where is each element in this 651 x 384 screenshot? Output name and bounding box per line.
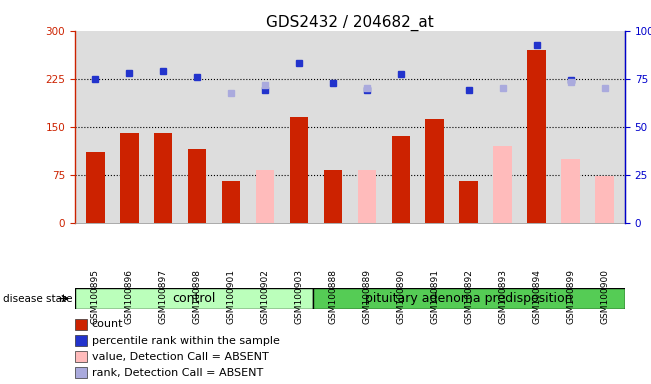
Bar xyxy=(460,181,478,223)
Text: GSM100896: GSM100896 xyxy=(125,269,133,324)
Bar xyxy=(290,117,309,223)
Bar xyxy=(222,181,240,223)
Text: pituitary adenoma predisposition: pituitary adenoma predisposition xyxy=(365,292,572,305)
Text: disease state: disease state xyxy=(3,294,73,304)
Bar xyxy=(426,119,444,223)
Bar xyxy=(527,50,546,223)
Text: value, Detection Call = ABSENT: value, Detection Call = ABSENT xyxy=(92,352,269,362)
Bar xyxy=(187,149,206,223)
Bar xyxy=(357,170,376,223)
Bar xyxy=(86,152,105,223)
Text: GSM100888: GSM100888 xyxy=(329,269,337,324)
Title: GDS2432 / 204682_at: GDS2432 / 204682_at xyxy=(266,15,434,31)
Bar xyxy=(120,133,139,223)
Text: GSM100901: GSM100901 xyxy=(227,269,236,324)
Bar xyxy=(75,288,312,309)
Bar xyxy=(561,159,580,223)
Bar xyxy=(493,146,512,223)
Text: percentile rank within the sample: percentile rank within the sample xyxy=(92,336,280,346)
Text: GSM100897: GSM100897 xyxy=(159,269,168,324)
Bar xyxy=(324,170,342,223)
Text: count: count xyxy=(92,319,123,329)
Text: GSM100902: GSM100902 xyxy=(260,269,270,324)
Text: GSM100889: GSM100889 xyxy=(363,269,371,324)
Text: GSM100893: GSM100893 xyxy=(498,269,507,324)
Text: GSM100891: GSM100891 xyxy=(430,269,439,324)
Text: GSM100890: GSM100890 xyxy=(396,269,406,324)
Text: control: control xyxy=(172,292,215,305)
Text: GSM100894: GSM100894 xyxy=(532,269,541,324)
Bar xyxy=(391,136,410,223)
Text: GSM100892: GSM100892 xyxy=(464,269,473,324)
Bar xyxy=(595,176,614,223)
Bar xyxy=(256,170,274,223)
Bar xyxy=(312,288,625,309)
Bar xyxy=(154,133,173,223)
Text: GSM100899: GSM100899 xyxy=(566,269,575,324)
Text: rank, Detection Call = ABSENT: rank, Detection Call = ABSENT xyxy=(92,368,263,378)
Text: GSM100895: GSM100895 xyxy=(90,269,100,324)
Text: GSM100903: GSM100903 xyxy=(294,269,303,324)
Text: GSM100898: GSM100898 xyxy=(193,269,202,324)
Text: GSM100900: GSM100900 xyxy=(600,269,609,324)
